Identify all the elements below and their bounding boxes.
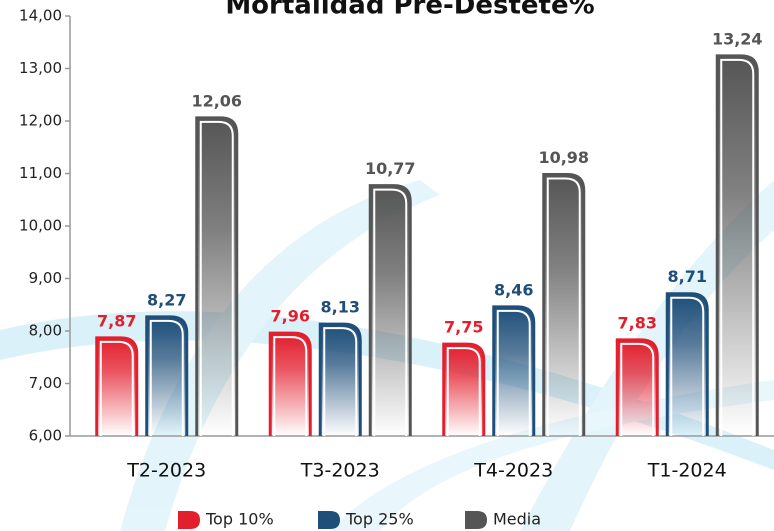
y-tick-label: 7,00 <box>29 374 62 392</box>
value-label: 7,75 <box>444 318 483 337</box>
legend-swatch <box>465 511 487 529</box>
value-label: 7,87 <box>97 311 136 330</box>
bar <box>442 342 486 436</box>
legend-label: Media <box>493 510 541 529</box>
bar-highlight <box>373 188 408 436</box>
y-tick-label: 9,00 <box>29 269 62 287</box>
bar-highlight <box>720 58 755 436</box>
bar <box>542 173 586 436</box>
value-label: 8,13 <box>321 298 360 317</box>
bar <box>715 54 759 436</box>
x-tick-label: T3-2023 <box>300 460 380 482</box>
legend-label: Top 25% <box>345 510 414 529</box>
y-tick-label: 6,00 <box>29 427 62 445</box>
bar <box>318 322 362 436</box>
bar-highlight <box>273 336 308 436</box>
y-tick-label: 13,00 <box>19 59 62 77</box>
value-label: 10,77 <box>365 159 416 178</box>
value-label: 8,46 <box>494 280 533 299</box>
bar <box>368 184 412 436</box>
y-tick-label: 12,00 <box>19 112 62 130</box>
bar-highlight <box>199 120 234 436</box>
value-label: 13,24 <box>712 29 763 48</box>
bar-highlight <box>323 327 358 436</box>
value-label: 7,96 <box>271 307 310 326</box>
bar <box>268 331 312 436</box>
legend-swatch <box>318 511 340 529</box>
y-tick-label: 10,00 <box>19 217 62 235</box>
bar-highlight <box>620 342 655 436</box>
legend-swatch <box>178 511 200 529</box>
bar <box>95 336 139 436</box>
bar <box>492 305 536 436</box>
y-tick-label: 14,00 <box>19 7 62 25</box>
bar <box>665 292 709 436</box>
swoosh <box>120 180 440 531</box>
value-label: 8,71 <box>668 267 707 286</box>
bar-highlight <box>496 309 531 436</box>
y-tick-label: 11,00 <box>19 164 62 182</box>
bar-highlight <box>546 177 581 436</box>
x-tick-label: T1-2024 <box>647 460 727 482</box>
value-label: 8,27 <box>147 290 186 309</box>
bar-highlight <box>99 340 134 436</box>
legend-label: Top 10% <box>205 510 274 529</box>
bar <box>195 116 239 436</box>
bar <box>615 338 659 436</box>
bar-highlight <box>446 347 481 436</box>
bar-highlight <box>149 319 184 436</box>
value-label: 12,06 <box>191 91 242 110</box>
chart-title: Mortalidad Pre-Destete% <box>225 0 594 21</box>
y-tick-label: 8,00 <box>29 322 62 340</box>
bar-highlight <box>670 296 705 436</box>
x-tick-label: T2-2023 <box>126 460 206 482</box>
value-label: 10,98 <box>538 148 589 167</box>
value-label: 7,83 <box>618 313 657 332</box>
bar <box>145 315 189 436</box>
x-tick-label: T4-2023 <box>473 460 553 482</box>
